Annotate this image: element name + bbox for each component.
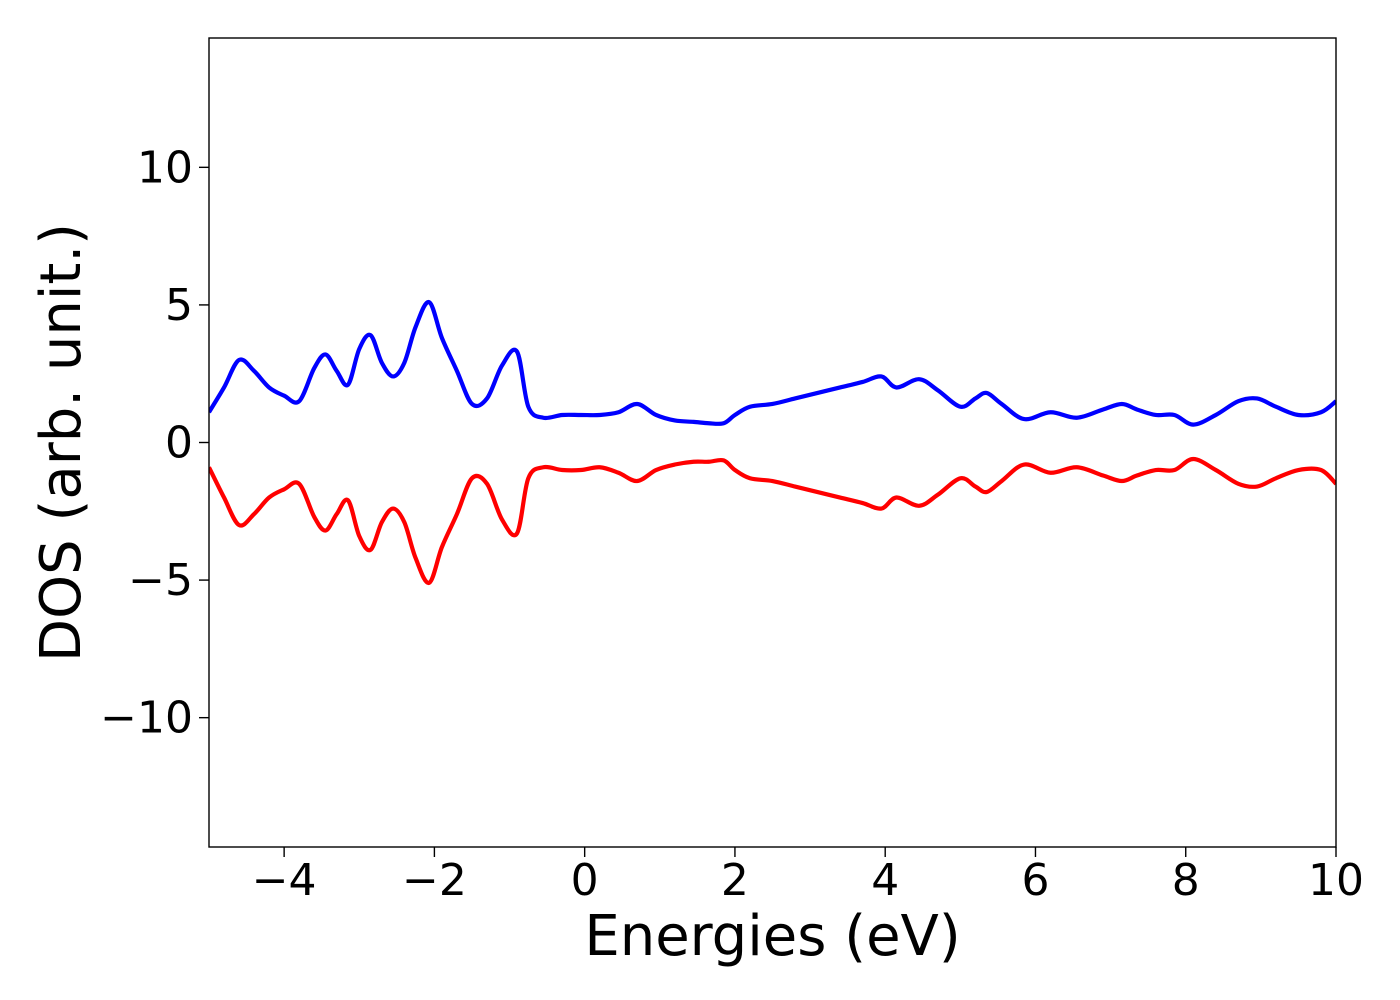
y-tick-label: −5 (128, 555, 193, 606)
x-tick-label: 6 (1021, 855, 1049, 906)
x-axis-title: Energies (eV) (584, 904, 960, 969)
y-axis-title: DOS (arb. unit.) (29, 223, 94, 662)
x-tick-label: 8 (1172, 855, 1200, 906)
x-tick-label: 0 (571, 855, 599, 906)
x-tick-label: −4 (252, 855, 317, 906)
y-tick-label: 10 (137, 142, 193, 193)
y-tick-label: 5 (165, 280, 193, 331)
series-line-negative (209, 456, 1336, 585)
x-axis: −4 −2 0 2 4 6 8 10 (252, 847, 1364, 906)
series-line-positive (209, 300, 1336, 427)
x-tick-label: 10 (1308, 855, 1364, 906)
y-tick-label: −10 (100, 693, 193, 744)
x-tick-label: 2 (721, 855, 749, 906)
x-tick-label: 4 (871, 855, 899, 906)
x-tick-label: −2 (402, 855, 467, 906)
y-tick-label: 0 (165, 418, 193, 469)
plot-frame (208, 37, 1337, 848)
y-axis: −10 −5 0 5 10 (100, 142, 209, 744)
plot-area (209, 300, 1336, 585)
